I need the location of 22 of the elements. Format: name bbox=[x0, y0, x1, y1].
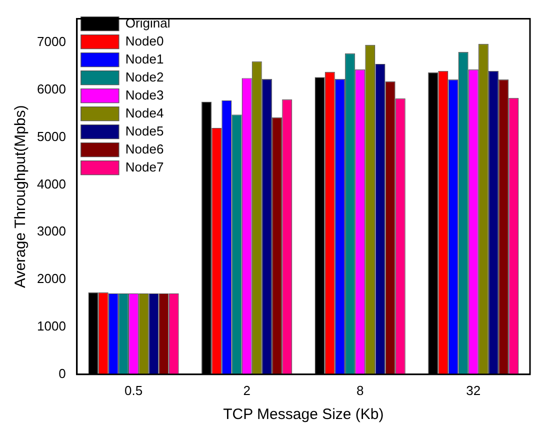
legend-label: Node7 bbox=[125, 159, 164, 174]
y-tick-label: 5000 bbox=[37, 128, 66, 144]
legend-label: Node1 bbox=[125, 51, 164, 66]
y-tick-label: 0 bbox=[58, 366, 66, 381]
legend-label: Node4 bbox=[125, 105, 164, 120]
legend-label: Node2 bbox=[125, 69, 164, 84]
x-tick-label: 32 bbox=[466, 382, 481, 398]
y-tick-label: 6000 bbox=[37, 82, 66, 96]
legend-label: Node0 bbox=[125, 33, 164, 48]
x-axis-title: TCP Message Size (Kb) bbox=[223, 406, 384, 424]
y-tick-label: 7000 bbox=[37, 34, 66, 50]
y-tick-label: 3000 bbox=[37, 224, 66, 239]
y-tick-label: 2000 bbox=[37, 271, 66, 286]
y-tick-label: 1000 bbox=[37, 318, 66, 334]
x-tick-label: 0.5 bbox=[124, 382, 143, 398]
legend-label: Node5 bbox=[125, 123, 164, 138]
x-tick-label: 8 bbox=[356, 382, 364, 398]
y-axis-title: Average Throughput(Mpbs) bbox=[12, 105, 30, 288]
legend-label: Node3 bbox=[125, 87, 164, 102]
y-tick-label: 4000 bbox=[37, 176, 66, 192]
legend-label: Node6 bbox=[125, 141, 164, 156]
x-tick-label: 2 bbox=[243, 382, 250, 398]
